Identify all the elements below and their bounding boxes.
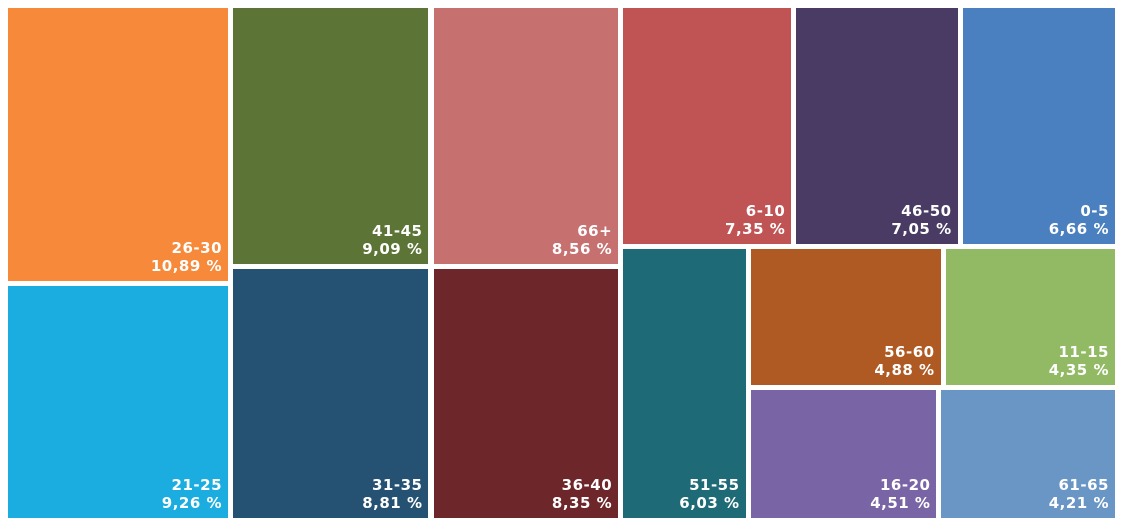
tile-value-label: 6,03 % <box>679 493 740 512</box>
treemap-tile-26-30: 26-30 10,89 % <box>8 8 229 281</box>
treemap-tile-16-20: 16-20 4,51 % <box>750 389 937 518</box>
tile-label-group: 26-30 10,89 % <box>151 239 222 275</box>
treemap-tile-11-15: 11-15 4,35 % <box>945 249 1115 385</box>
tile-value-label: 4,88 % <box>874 360 935 379</box>
tile-label-group: 16-20 4,51 % <box>870 476 930 512</box>
tile-label-group: 56-60 4,88 % <box>874 343 934 379</box>
tile-value-label: 8,35 % <box>551 493 613 512</box>
tile-label-group: 41-45 9,09 % <box>362 222 422 258</box>
tile-value-label: 4,21 % <box>1048 493 1109 512</box>
tile-category-label: 66+ <box>577 221 613 240</box>
tile-category-label: 11-15 <box>1058 342 1109 361</box>
tile-value-label: 6,66 % <box>1048 220 1109 239</box>
treemap-tile-6-10: 6-10 7,35 % <box>623 8 792 245</box>
tile-category-label: 31-35 <box>372 475 423 494</box>
tile-label-group: 6-10 7,35 % <box>725 202 785 238</box>
tile-label-group: 11-15 4,35 % <box>1049 343 1109 379</box>
tile-category-label: 51-55 <box>689 475 740 494</box>
tile-category-label: 61-65 <box>1058 475 1109 494</box>
treemap-tile-61-65: 61-65 4,21 % <box>941 389 1115 518</box>
tile-label-group: 0-5 6,66 % <box>1049 202 1109 238</box>
tile-category-label: 26-30 <box>171 238 223 257</box>
treemap-tile-51-55: 51-55 6,03 % <box>623 249 746 518</box>
tile-label-group: 66+ 8,56 % <box>552 222 612 258</box>
treemap-tile-36-40: 36-40 8,35 % <box>433 268 619 518</box>
tile-category-label: 56-60 <box>884 342 935 361</box>
tile-category-label: 16-20 <box>879 475 931 494</box>
tile-category-label: 21-25 <box>171 475 223 494</box>
tile-value-label: 9,09 % <box>362 240 423 259</box>
tile-label-group: 51-55 6,03 % <box>679 476 739 512</box>
tile-label-group: 36-40 8,35 % <box>552 476 612 512</box>
tile-category-label: 41-45 <box>372 222 423 241</box>
tile-label-group: 46-50 7,05 % <box>891 202 951 238</box>
tile-value-label: 4,51 % <box>870 493 931 512</box>
treemap-tile-31-35: 31-35 8,81 % <box>233 269 429 518</box>
tile-category-label: 46-50 <box>901 202 952 221</box>
tile-value-label: 7,35 % <box>725 220 786 239</box>
treemap-tile-56-60: 56-60 4,88 % <box>750 249 941 385</box>
tile-category-label: 0-5 <box>1080 202 1109 221</box>
tile-value-label: 8,81 % <box>362 493 423 512</box>
tile-value-label: 10,89 % <box>150 256 223 275</box>
tile-value-label: 8,56 % <box>551 239 613 258</box>
tile-value-label: 4,35 % <box>1048 360 1109 379</box>
treemap-tile-21-25: 21-25 9,26 % <box>8 285 229 518</box>
tile-label-group: 61-65 4,21 % <box>1049 476 1109 512</box>
treemap-tile-41-45: 41-45 9,09 % <box>233 8 429 265</box>
tile-label-group: 21-25 9,26 % <box>162 476 222 512</box>
tile-value-label: 9,26 % <box>161 493 223 512</box>
tile-value-label: 7,05 % <box>891 220 952 239</box>
treemap-tile-46-50: 46-50 7,05 % <box>796 8 958 245</box>
treemap-tile-66: 66+ 8,56 % <box>433 8 619 264</box>
tile-label-group: 31-35 8,81 % <box>362 476 422 512</box>
tile-category-label: 6-10 <box>745 202 786 221</box>
tile-category-label: 36-40 <box>561 475 613 494</box>
treemap-tile-0-5: 0-5 6,66 % <box>962 8 1115 245</box>
